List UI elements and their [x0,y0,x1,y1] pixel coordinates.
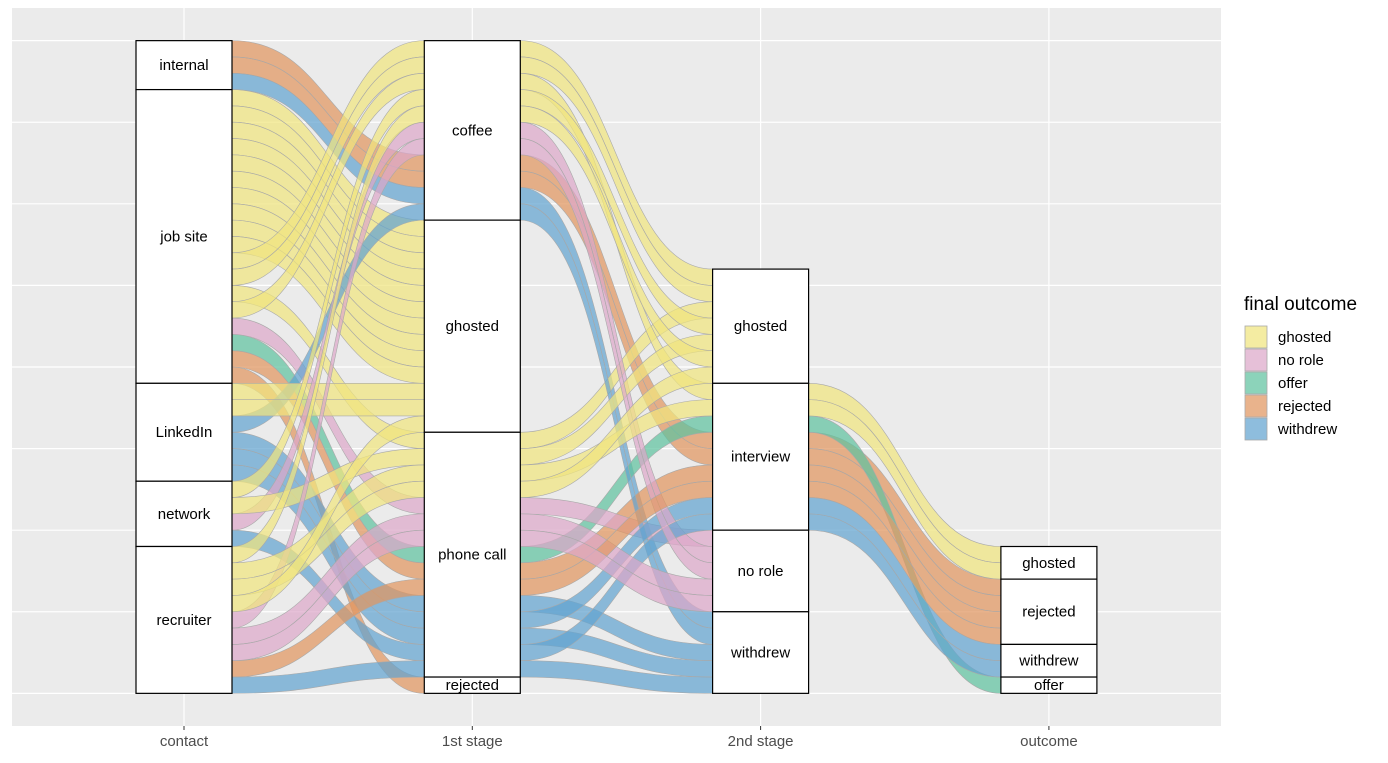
flows [183,40,1050,694]
stratum [711,611,810,694]
stratum-label: internal [159,57,208,74]
stratum-label: ghosted [1022,555,1075,572]
stratum-label: phone call [438,547,506,564]
stratum [135,382,233,482]
legend-label: offer [1278,375,1308,392]
legend-label: rejected [1278,398,1331,415]
stratum [1000,643,1098,678]
legend-key [1244,394,1268,418]
stratum [423,431,521,678]
stratum-label: job site [159,228,208,245]
stratum-label: no role [738,563,784,580]
legend-title: final outcome [1244,294,1357,315]
stratum-label: withdrew [730,645,790,662]
stratum [1000,676,1098,694]
legend-label: ghosted [1278,329,1331,346]
x-tick-label: 2nd stage [728,733,794,750]
stratum [135,88,233,384]
stratum-label: rejected [1022,604,1075,621]
stratum [135,480,233,548]
stratum-label: rejected [446,677,499,694]
legend-label: withdrew [1277,421,1337,438]
stratum-label: offer [1034,677,1064,694]
stratum [1000,578,1098,646]
stratum-label: recruiter [156,612,211,629]
x-tick-label: 1st stage [442,733,503,750]
stratum [423,676,521,694]
stratum-label: network [158,506,211,523]
stratum-label: ghosted [446,318,499,335]
legend-key [1244,417,1268,441]
legend-label: no role [1278,352,1324,369]
legend-key [1244,348,1268,372]
stratum [135,40,233,91]
stratum [423,219,521,433]
stratum [711,382,810,531]
stratum-label: withdrew [1018,653,1078,670]
legend-key [1244,371,1268,395]
stratum [711,529,810,613]
legend-key [1244,325,1268,349]
stratum-label: ghosted [734,318,787,335]
stratum [423,40,521,221]
stratum-label: interview [731,449,790,466]
stratum-label: LinkedIn [156,424,213,441]
x-tick-label: outcome [1020,733,1078,750]
x-tick-label: contact [160,733,209,750]
stratum [135,545,233,694]
stratum-label: coffee [452,122,493,139]
